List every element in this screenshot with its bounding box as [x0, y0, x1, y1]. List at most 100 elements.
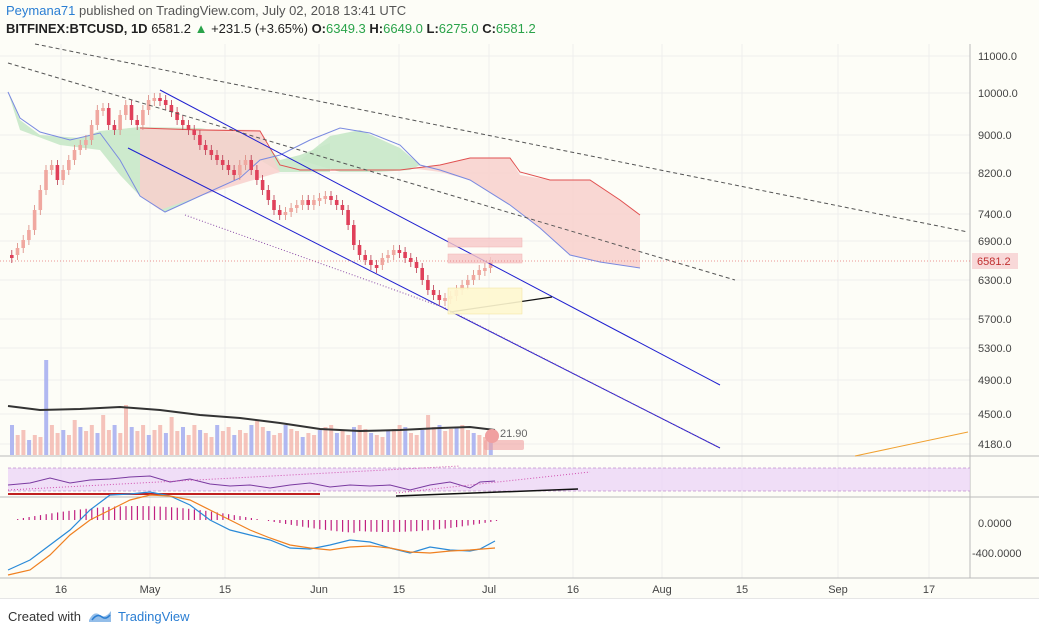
candle-body [146, 100, 151, 110]
candle-body [266, 190, 271, 200]
volume-bar [391, 429, 396, 455]
low-value: 6275.0 [438, 21, 479, 36]
volume-overlay-label: 21.90 [500, 428, 528, 440]
volume-bar [369, 433, 374, 455]
author-link[interactable]: Peymana71 [6, 3, 76, 18]
ichimoku-cloud [7, 91, 641, 269]
time-tick: Jun [310, 584, 328, 596]
signal-line [7, 494, 496, 576]
price-tick: 8200.0 [978, 168, 1012, 180]
symbol-label[interactable]: BITFINEX:BTCUSD, 1D [6, 21, 148, 36]
candle-body [260, 180, 265, 190]
candle-body [10, 255, 14, 258]
up-arrow-icon: ▲ [194, 21, 208, 36]
volume-bar [397, 425, 402, 455]
candle-body [232, 170, 236, 175]
high-label: H: [369, 21, 384, 36]
volume-bar [112, 425, 117, 455]
candle-body [27, 230, 31, 240]
volume-bar [232, 435, 237, 455]
candle-body [198, 135, 202, 145]
price-tick: 5300.0 [978, 343, 1012, 355]
candle-body [226, 165, 231, 170]
volume-bar [146, 435, 151, 455]
macd-tick: 0.0000 [978, 518, 1012, 530]
tradingview-link[interactable]: TradingView [118, 609, 190, 624]
volume-bar [266, 431, 271, 455]
candle-body [61, 170, 65, 180]
volume-bar [437, 425, 442, 455]
volume-bar [460, 425, 465, 455]
close-label: C: [482, 21, 496, 36]
time-tick: 15 [219, 584, 231, 596]
volume-bar [226, 427, 231, 455]
volume-bar [181, 427, 185, 455]
time-axis[interactable]: 16 May 15 Jun 15 Jul 16 Aug 15 Sep 17 [55, 584, 935, 596]
last-price: 6581.2 [151, 21, 191, 36]
candle-body [141, 110, 145, 125]
volume-bar [67, 435, 71, 455]
volume-bar [49, 425, 54, 455]
time-tick: Aug [652, 584, 672, 596]
candle-body [78, 145, 82, 150]
volume-bar [431, 427, 436, 455]
volume-bar [426, 415, 431, 455]
price-tick: 4180.0 [978, 439, 1012, 451]
volume-bar [135, 431, 140, 455]
tradingview-logo-icon[interactable] [88, 607, 112, 625]
volume-bar [306, 433, 311, 455]
volume-bar [203, 433, 208, 455]
price-axis[interactable]: 11000.0 10000.0 9000.0 8200.0 7400.0 690… [978, 51, 1018, 451]
candle-body [249, 160, 253, 170]
volume-bar [238, 430, 242, 455]
orange-trendline [854, 431, 969, 457]
published-text: published on TradingView.com, July 02, 2… [79, 3, 407, 18]
time-tick: 15 [736, 584, 748, 596]
price-tick: 11000.0 [978, 51, 1017, 63]
candle-body [346, 210, 350, 225]
volume-bar [95, 433, 100, 455]
candle-body [152, 98, 157, 101]
volume-bar [277, 433, 282, 455]
candle-body [363, 255, 367, 260]
macd-axis[interactable]: 0.0000 -400.0000 [972, 518, 1022, 560]
volume-bar [55, 433, 60, 455]
volume-bar [27, 440, 32, 455]
descending-channel [127, 89, 721, 449]
volume-bar [380, 437, 385, 455]
footer: Created with TradingView [0, 598, 1039, 635]
candle-body [72, 150, 77, 160]
price-tick: 6900.0 [978, 236, 1012, 248]
time-tick: Jul [482, 584, 496, 596]
candle-body [295, 205, 299, 208]
candle-body [175, 112, 179, 120]
candle-body [386, 255, 390, 258]
candle-body [477, 270, 481, 275]
volume-bar [255, 421, 260, 455]
candle-body [409, 258, 413, 262]
candle-body [181, 120, 185, 125]
volume-bar [15, 435, 20, 455]
volume-bar [209, 437, 214, 455]
volume-bar [169, 417, 174, 455]
volume-bar [44, 360, 49, 455]
volume-bar [106, 430, 111, 455]
candle-body [414, 262, 419, 268]
candle-body [300, 200, 305, 205]
candle-body [169, 105, 174, 112]
candle-body [84, 140, 88, 145]
candle-body [483, 268, 487, 271]
candle-body [89, 125, 94, 140]
volume-bar [466, 430, 470, 455]
candle-body [352, 225, 356, 245]
candle-body [38, 190, 43, 210]
volume-bar [32, 435, 37, 455]
chart-canvas[interactable]: 21.90 11000.0 10000.0 9000.0 8200.0 7400… [0, 0, 1039, 598]
candle-body [112, 125, 117, 130]
candle-body [243, 160, 248, 165]
volume-bar [471, 433, 476, 455]
price-tick: 9000.0 [978, 130, 1012, 142]
volume-bar [363, 429, 368, 455]
candle-body [124, 105, 128, 115]
time-tick: 16 [567, 584, 579, 596]
